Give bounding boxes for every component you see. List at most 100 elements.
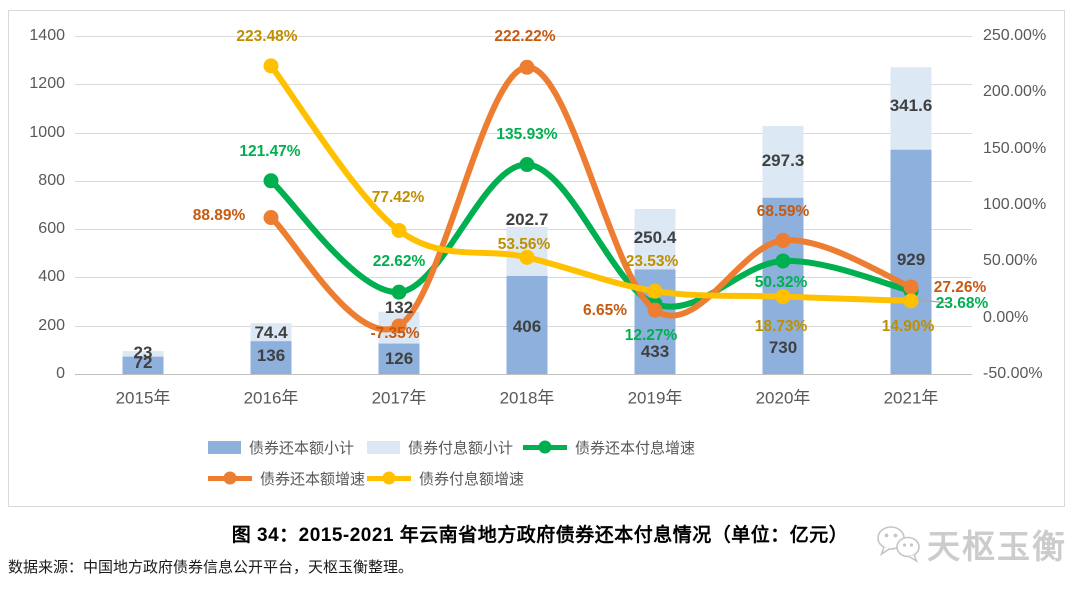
principal-bar-label-2021: 929 <box>896 250 926 269</box>
left-axis-tick-200: 200 <box>38 316 65 334</box>
debt-service-growth-label-2017: 22.62% <box>372 253 426 270</box>
bar-principal-2015 <box>122 356 164 374</box>
label-leader-line <box>917 299 951 304</box>
right-axis-tick: 200.00% <box>983 83 1047 101</box>
point-principal-growth-2020 <box>775 232 791 248</box>
legend-item-principal-growth: 债券还本额增速 <box>208 467 365 489</box>
gridlines <box>75 36 972 375</box>
interest-bar-label-2018: 202.7 <box>505 210 549 229</box>
principal-bar-label-2016: 136 <box>256 346 286 365</box>
data-source-note: 数据来源：中国地方政府债券信息公开平台，天枢玉衡整理。 <box>8 560 414 576</box>
left-axis-tick-1400: 1400 <box>29 27 65 44</box>
right-axis-tick: 250.00% <box>983 27 1047 44</box>
interest-bar-label-2016: 74.4 <box>254 323 288 342</box>
category-label-2019: 2019年 <box>627 388 683 408</box>
legend-item-principal-subtotal: 债券还本额小计 <box>208 436 354 458</box>
bar-principal-2020 <box>762 197 804 374</box>
principal-growth-label-2016: 88.89% <box>192 207 246 224</box>
point-interest-growth-2016 <box>263 58 279 74</box>
line-debt-service-growth <box>268 161 914 310</box>
principal-bar-label-2017: 126 <box>384 349 414 368</box>
point-interest-growth-2020 <box>775 289 791 305</box>
interest-growth-label-2021: 14.90% <box>881 318 935 335</box>
point-interest-growth-2017 <box>391 222 407 238</box>
left-axis-tick-400: 400 <box>38 268 65 286</box>
point-principal-growth-2017 <box>391 318 407 334</box>
bar-principal-2021 <box>890 149 932 374</box>
wechat-logo-icon <box>877 526 920 563</box>
figure-title: 图 34：2015-2021 年云南省地方政府债券还本付息情况（单位：亿元） <box>231 525 849 546</box>
right-axis-tick: 150.00% <box>983 139 1047 157</box>
interest-bar-label-2021: 341.6 <box>889 96 933 115</box>
point-principal-growth-2021 <box>903 279 919 295</box>
right-axis-tick: 50.00% <box>983 252 1038 270</box>
left-axis-tick-0: 0 <box>56 365 65 382</box>
debt-service-growth-label-2020: 50.32% <box>754 274 808 291</box>
left-axis-tick-800: 800 <box>38 171 65 189</box>
left-axis-tick-1000: 1000 <box>29 123 65 141</box>
legend-swatch-principal-subtotal <box>208 440 241 454</box>
legend-label: 债券还本额增速 <box>260 470 366 488</box>
bar-principal-2018 <box>506 275 548 374</box>
bar-principal-2017 <box>378 343 420 374</box>
point-interest-growth-2021 <box>903 293 919 309</box>
legend-item-interest-subtotal: 债券付息额小计 <box>367 436 513 458</box>
point-debt-service-growth-2020 <box>775 253 791 269</box>
point-debt-service-growth-2016 <box>263 173 279 189</box>
bar-interest-2020 <box>762 125 804 198</box>
principal-growth-label-2019: 6.65% <box>583 302 627 319</box>
legend-label: 债券付息额小计 <box>408 439 514 457</box>
debt-service-growth-label-2019: 12.27% <box>624 327 678 344</box>
category-label-2021: 2021年 <box>883 388 939 408</box>
line-interest-growth <box>268 62 914 304</box>
bar-interest-2016 <box>250 323 292 342</box>
principal-growth-label-2020: 68.59% <box>756 203 810 220</box>
category-label-2018: 2018年 <box>499 388 555 408</box>
point-principal-growth-2019 <box>647 302 663 318</box>
debt-service-growth-label-2016: 121.47% <box>239 143 301 160</box>
bar-interest-2019 <box>634 209 676 270</box>
interest-growth-label-2017: 77.42% <box>371 189 425 206</box>
principal-bar-label-2018: 406 <box>512 317 542 336</box>
point-debt-service-growth-2018 <box>519 157 535 173</box>
left-axis-tick-600: 600 <box>38 220 65 238</box>
point-interest-growth-2019 <box>647 283 663 299</box>
legend-item-debt-service-growth: 债券还本付息增速 <box>523 436 695 458</box>
principal-growth-label-2017: -7.35% <box>370 325 420 342</box>
interest-growth-label-2016: 223.48% <box>236 28 298 45</box>
interest-growth-label-2018: 53.56% <box>497 236 551 253</box>
interest-bar-label-2015: 23 <box>133 343 153 362</box>
right-axis-tick: 0.00% <box>983 308 1029 326</box>
legend-swatch-interest-growth <box>367 471 411 485</box>
category-label-2017: 2017年 <box>371 388 427 408</box>
right-axis-tick: 100.00% <box>983 196 1047 213</box>
point-principal-growth-2018 <box>519 59 535 75</box>
watermark-text: 天枢玉衡 <box>927 528 1067 565</box>
legend-swatch-interest-subtotal <box>367 440 400 454</box>
debt-service-growth-label-2018: 135.93% <box>496 126 558 143</box>
legend-swatch-principal-growth <box>208 471 252 485</box>
bar-interest-2015 <box>122 351 164 357</box>
point-principal-growth-2016 <box>263 210 279 226</box>
category-label-2016: 2016年 <box>243 388 299 408</box>
bars <box>122 67 932 374</box>
interest-growth-label-2020: 18.73% <box>754 318 808 335</box>
interest-growth-label-2019: 23.53% <box>625 253 679 270</box>
point-debt-service-growth-2017 <box>391 284 407 300</box>
point-interest-growth-2018 <box>519 249 535 265</box>
bar-principal-2016 <box>250 341 292 374</box>
category-label-2015: 2015年 <box>115 388 171 408</box>
principal-growth-label-2018: 222.22% <box>494 28 556 45</box>
bar-interest-2021 <box>890 67 932 150</box>
principal-bar-label-2015: 72 <box>133 353 153 372</box>
combo-chart <box>75 36 972 375</box>
interest-bar-label-2017: 132 <box>384 298 414 317</box>
interest-bar-label-2019: 250.4 <box>633 228 677 247</box>
right-axis-tick: -50.00% <box>983 365 1043 382</box>
category-label-2020: 2020年 <box>755 388 811 408</box>
legend-label: 债券还本额小计 <box>249 439 355 457</box>
left-axis-tick-1200: 1200 <box>29 75 65 93</box>
legend-swatch-debt-service-growth <box>523 440 567 454</box>
legend-label: 债券还本付息增速 <box>575 439 696 457</box>
